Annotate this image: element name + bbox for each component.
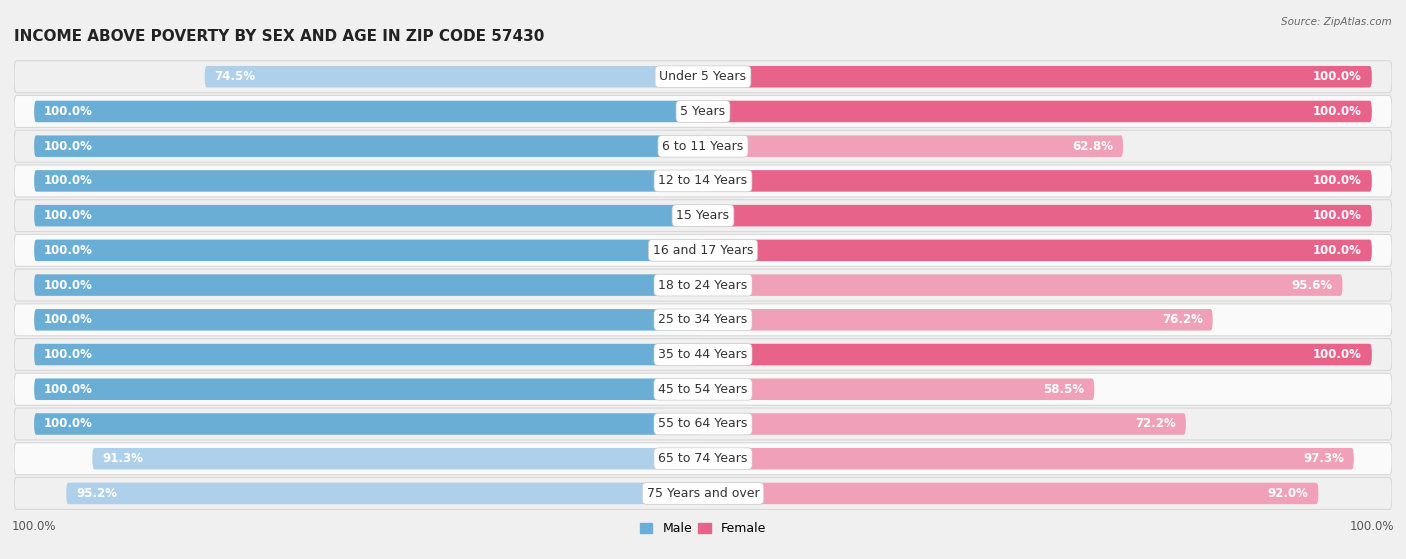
FancyBboxPatch shape [703, 482, 1319, 504]
FancyBboxPatch shape [14, 130, 1392, 162]
Text: 18 to 24 Years: 18 to 24 Years [658, 278, 748, 292]
Text: 76.2%: 76.2% [1161, 313, 1202, 326]
Text: 15 Years: 15 Years [676, 209, 730, 222]
FancyBboxPatch shape [14, 477, 1392, 509]
FancyBboxPatch shape [703, 309, 1213, 330]
Text: 5 Years: 5 Years [681, 105, 725, 118]
FancyBboxPatch shape [703, 135, 1123, 157]
FancyBboxPatch shape [34, 240, 703, 261]
Text: 45 to 54 Years: 45 to 54 Years [658, 383, 748, 396]
Text: 6 to 11 Years: 6 to 11 Years [662, 140, 744, 153]
FancyBboxPatch shape [66, 482, 703, 504]
FancyBboxPatch shape [14, 269, 1392, 301]
FancyBboxPatch shape [14, 408, 1392, 440]
Text: 100.0%: 100.0% [44, 174, 93, 187]
Text: 35 to 44 Years: 35 to 44 Years [658, 348, 748, 361]
Text: 100.0%: 100.0% [44, 418, 93, 430]
FancyBboxPatch shape [703, 344, 1372, 366]
Text: 100.0%: 100.0% [1313, 244, 1362, 257]
Text: 92.0%: 92.0% [1267, 487, 1309, 500]
FancyBboxPatch shape [703, 66, 1372, 88]
FancyBboxPatch shape [703, 101, 1372, 122]
FancyBboxPatch shape [14, 96, 1392, 127]
Text: 100.0%: 100.0% [1313, 174, 1362, 187]
Text: 55 to 64 Years: 55 to 64 Years [658, 418, 748, 430]
Text: 75 Years and over: 75 Years and over [647, 487, 759, 500]
Text: Source: ZipAtlas.com: Source: ZipAtlas.com [1281, 17, 1392, 27]
Legend: Male, Female: Male, Female [636, 517, 770, 540]
FancyBboxPatch shape [703, 240, 1372, 261]
FancyBboxPatch shape [703, 170, 1372, 192]
Text: Under 5 Years: Under 5 Years [659, 70, 747, 83]
FancyBboxPatch shape [703, 274, 1343, 296]
Text: 95.2%: 95.2% [76, 487, 117, 500]
Text: 58.5%: 58.5% [1043, 383, 1084, 396]
Text: 100.0%: 100.0% [44, 348, 93, 361]
FancyBboxPatch shape [14, 304, 1392, 336]
FancyBboxPatch shape [93, 448, 703, 470]
Text: 95.6%: 95.6% [1291, 278, 1333, 292]
Text: 100.0%: 100.0% [44, 140, 93, 153]
FancyBboxPatch shape [34, 170, 703, 192]
FancyBboxPatch shape [34, 205, 703, 226]
Text: 100.0%: 100.0% [44, 244, 93, 257]
Text: 91.3%: 91.3% [103, 452, 143, 465]
Text: 74.5%: 74.5% [215, 70, 256, 83]
Text: 100.0%: 100.0% [44, 209, 93, 222]
Text: INCOME ABOVE POVERTY BY SEX AND AGE IN ZIP CODE 57430: INCOME ABOVE POVERTY BY SEX AND AGE IN Z… [14, 29, 544, 44]
Text: 100.0%: 100.0% [44, 383, 93, 396]
FancyBboxPatch shape [14, 61, 1392, 93]
FancyBboxPatch shape [14, 373, 1392, 405]
FancyBboxPatch shape [14, 200, 1392, 231]
Text: 100.0%: 100.0% [1313, 70, 1362, 83]
FancyBboxPatch shape [34, 344, 703, 366]
Text: 16 and 17 Years: 16 and 17 Years [652, 244, 754, 257]
FancyBboxPatch shape [14, 443, 1392, 475]
FancyBboxPatch shape [34, 413, 703, 435]
Text: 72.2%: 72.2% [1135, 418, 1175, 430]
FancyBboxPatch shape [205, 66, 703, 88]
Text: 100.0%: 100.0% [1313, 348, 1362, 361]
FancyBboxPatch shape [34, 274, 703, 296]
FancyBboxPatch shape [34, 101, 703, 122]
Text: 100.0%: 100.0% [44, 278, 93, 292]
Text: 12 to 14 Years: 12 to 14 Years [658, 174, 748, 187]
FancyBboxPatch shape [703, 205, 1372, 226]
FancyBboxPatch shape [703, 378, 1094, 400]
FancyBboxPatch shape [14, 165, 1392, 197]
Text: 25 to 34 Years: 25 to 34 Years [658, 313, 748, 326]
FancyBboxPatch shape [34, 378, 703, 400]
Text: 100.0%: 100.0% [44, 313, 93, 326]
FancyBboxPatch shape [34, 309, 703, 330]
FancyBboxPatch shape [34, 135, 703, 157]
FancyBboxPatch shape [14, 339, 1392, 371]
FancyBboxPatch shape [703, 413, 1185, 435]
Text: 100.0%: 100.0% [44, 105, 93, 118]
FancyBboxPatch shape [703, 448, 1354, 470]
FancyBboxPatch shape [14, 234, 1392, 266]
Text: 97.3%: 97.3% [1303, 452, 1344, 465]
Text: 62.8%: 62.8% [1071, 140, 1114, 153]
Text: 100.0%: 100.0% [1313, 209, 1362, 222]
Text: 65 to 74 Years: 65 to 74 Years [658, 452, 748, 465]
Text: 100.0%: 100.0% [1313, 105, 1362, 118]
